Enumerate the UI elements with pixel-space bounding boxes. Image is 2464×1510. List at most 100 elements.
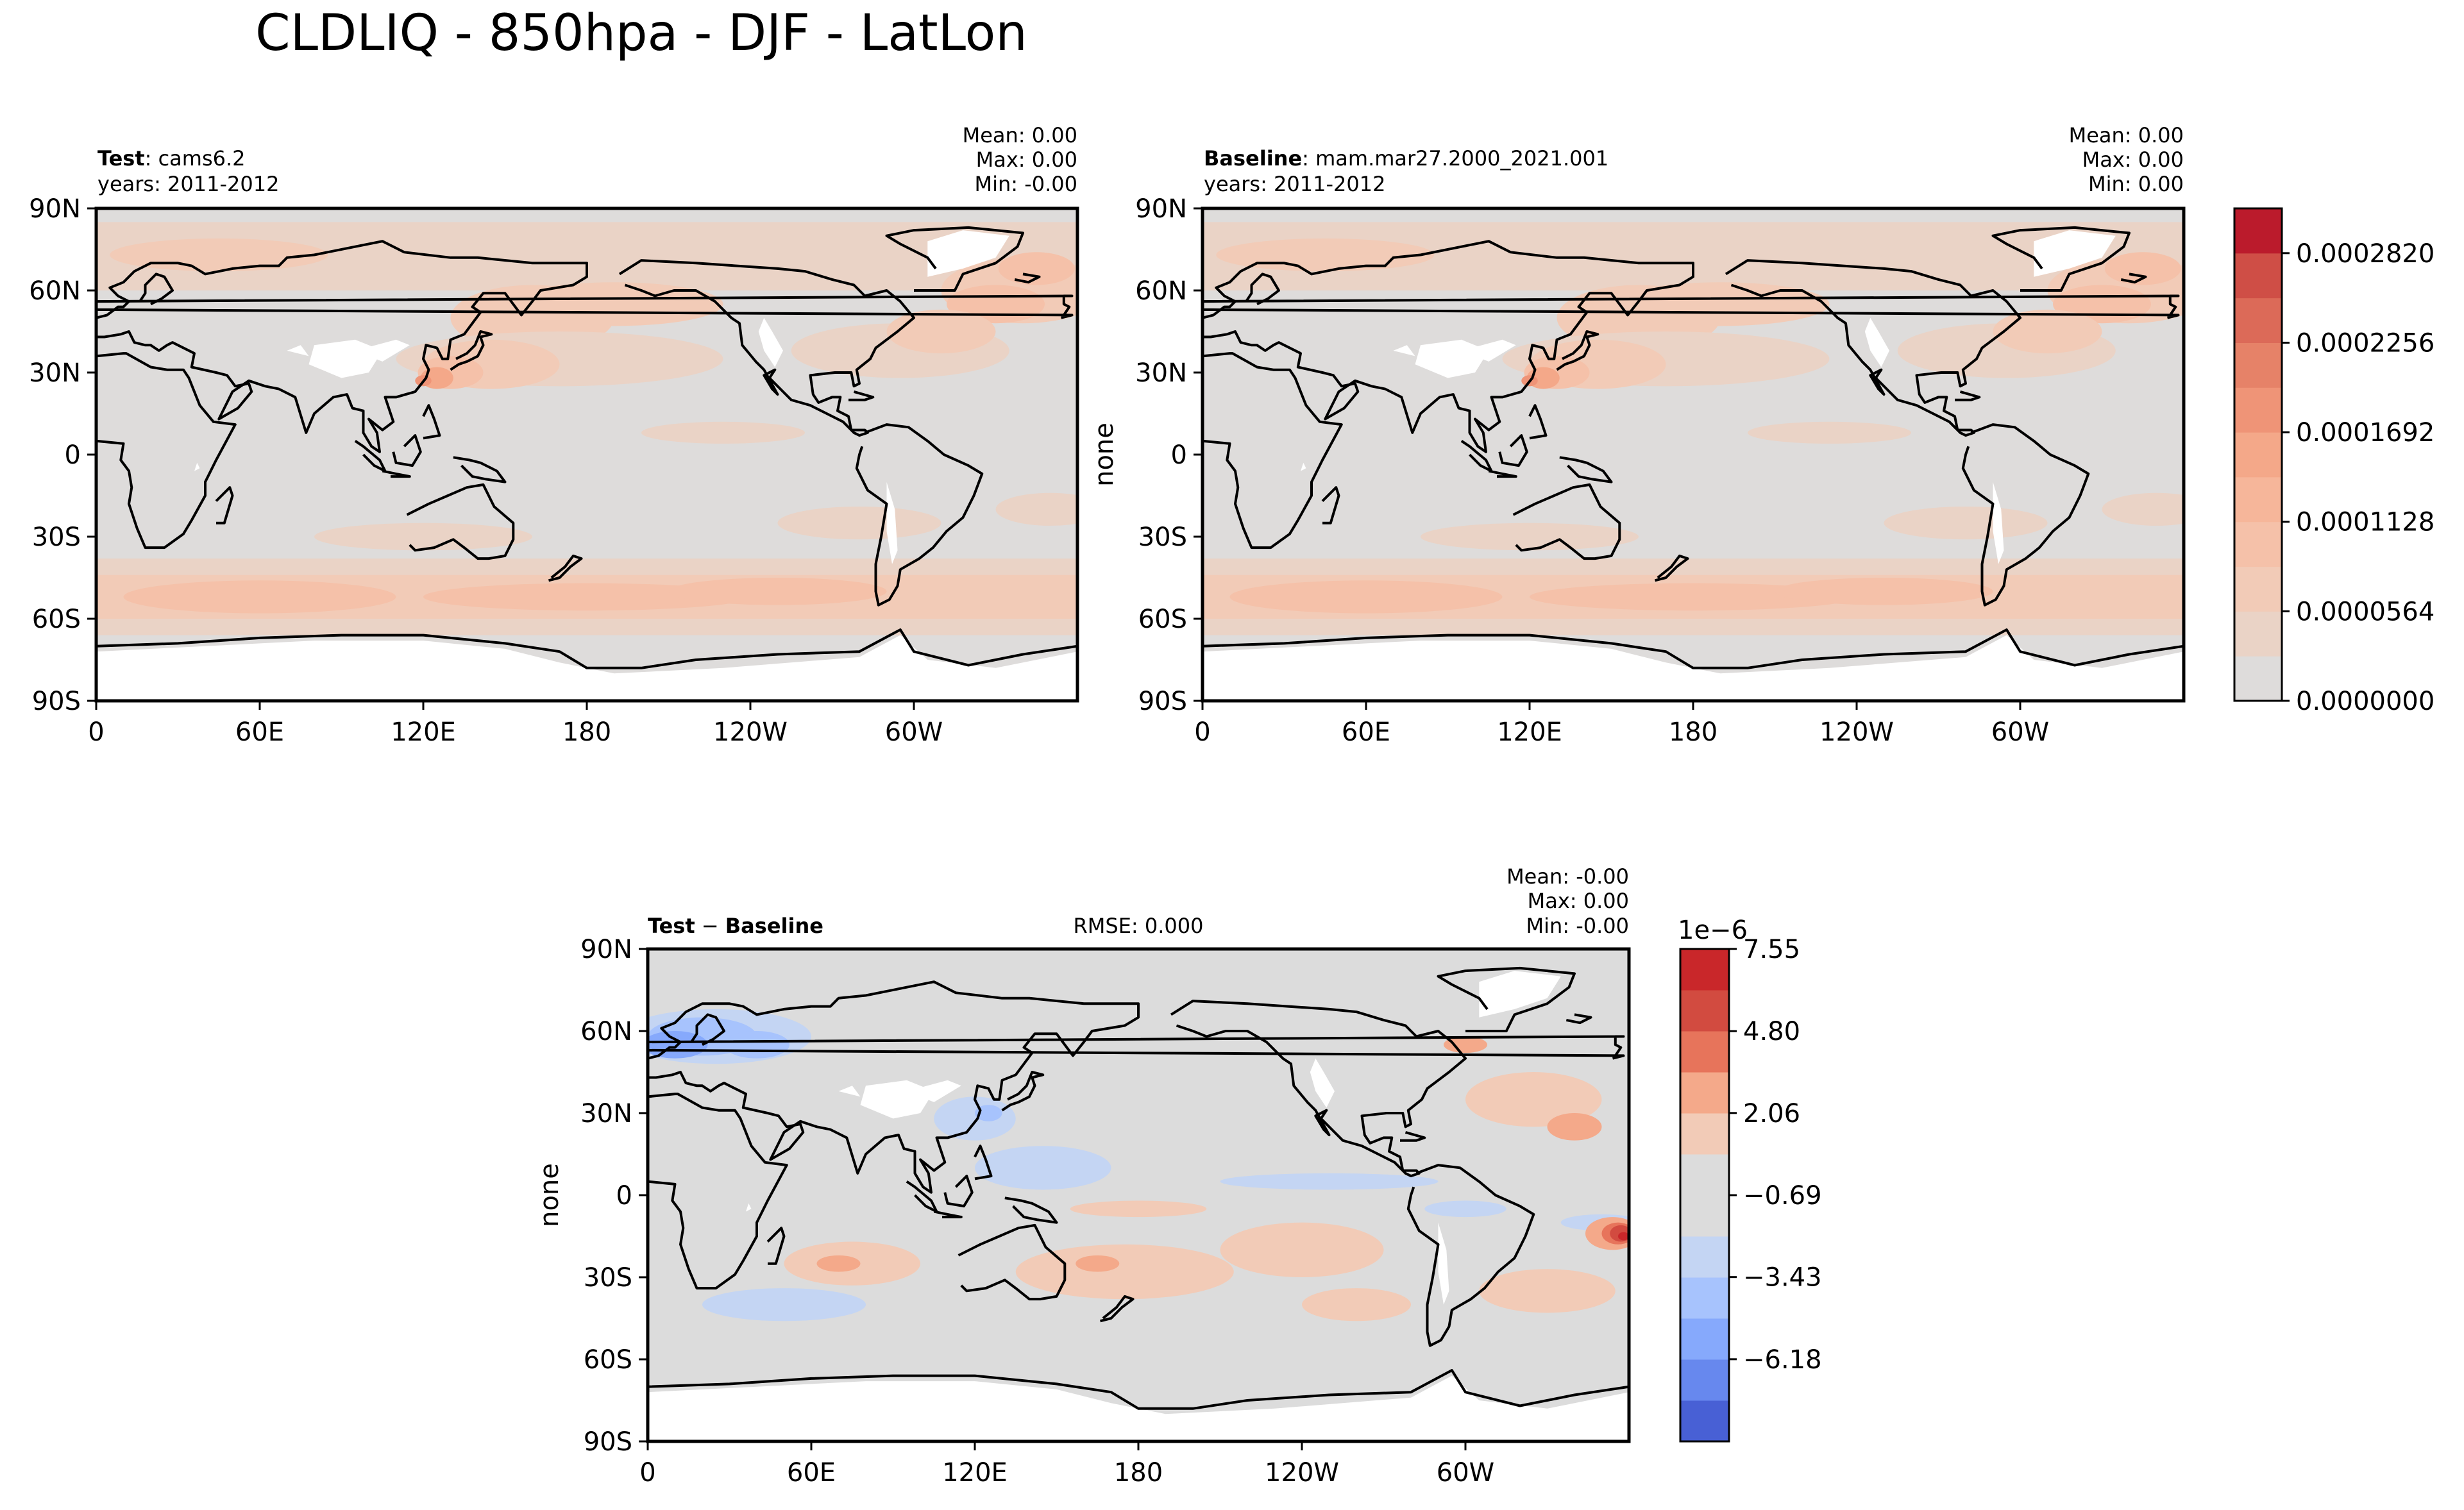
colorbar-tick-label: −6.18 [1743, 1345, 1822, 1375]
colorbar-segment [1680, 1113, 1729, 1155]
x-tick-label: 60W [1437, 1458, 1494, 1488]
coastline [1961, 423, 2090, 607]
x-tick-label: 120E [942, 1458, 1008, 1488]
coastline [1014, 273, 1041, 284]
coastline [906, 1180, 938, 1213]
figure-title: CLDLIQ - 850hpa - DJF - LatLon [255, 4, 1027, 62]
coastline [1321, 486, 1340, 524]
colorbar-segment [1680, 1277, 1729, 1319]
x-tick-label: 120E [1497, 717, 1562, 747]
y-tick-label: 60S [32, 605, 81, 634]
pos-anomaly-strong [1618, 1232, 1629, 1241]
mongolia-missing [1461, 339, 1516, 362]
coastline [1991, 226, 2131, 292]
x-tick-label: 180 [1114, 1458, 1163, 1488]
pos-anomaly [1015, 1244, 1234, 1300]
coastline [422, 404, 441, 440]
pamir-missing [838, 1086, 861, 1097]
coastline [1512, 483, 1621, 560]
neg-anomaly [648, 1031, 708, 1059]
coastline [1004, 1196, 1058, 1224]
coastline [1202, 352, 1343, 549]
coastline [1406, 1164, 1535, 1347]
coastline [354, 440, 387, 473]
y-tick-label: 0 [65, 440, 81, 470]
coastline [1559, 456, 1613, 483]
southern-ocean-peak [1775, 578, 1993, 605]
panel-test-axes: 0 60E 120E 180 120W 60W 90N 60N 30N 0 30S 60S 90S [29, 194, 1079, 747]
panel-diff-max: Max: 0.00 [1528, 889, 1629, 913]
x-tick-label: 0 [88, 717, 104, 747]
colorbar-segment [2234, 521, 2282, 567]
colorbar-segment [1680, 1072, 1729, 1114]
subtropic [314, 523, 532, 551]
panel-diff-label: Test − Baseline [648, 914, 823, 938]
y-tick-label: 90N [29, 194, 81, 224]
itcz [641, 421, 805, 444]
subtropic [995, 492, 1077, 526]
pos-anomaly [1479, 1269, 1616, 1313]
subtropic [1884, 507, 2048, 540]
colorbar-segment [1680, 990, 1729, 1032]
panel-diff-ylabel: none [535, 1163, 564, 1227]
rockies-missing [1864, 317, 1889, 367]
colorbar-tick-label: 0.0001692 [2296, 418, 2434, 448]
pos-anomaly [1302, 1288, 1411, 1321]
colorbar-segment [2234, 611, 2282, 657]
coastline [1202, 628, 2184, 669]
coastline [548, 554, 583, 582]
coastline [855, 423, 984, 607]
y-tick-label: 0 [616, 1181, 632, 1211]
neg-anomaly [724, 1031, 789, 1059]
panel-test-mean: Mean: 0.00 [963, 123, 1077, 147]
greenland-missing [1479, 971, 1561, 1018]
coastline [96, 294, 1074, 319]
colorbar-segment [1680, 1318, 1729, 1360]
coastline [958, 1223, 1067, 1301]
x-tick-label: 0 [639, 1458, 655, 1488]
y-tick-label: 90S [1138, 687, 1187, 716]
coastline [453, 456, 507, 483]
colorbar-segment [2234, 432, 2282, 478]
itcz [1748, 421, 1911, 444]
panel-test-label-text: : cams6.2 [145, 146, 246, 171]
coastline [1488, 469, 1517, 478]
coastline [1528, 404, 1548, 440]
x-tick-label: 120W [713, 717, 788, 747]
colorbar-segment [2234, 476, 2282, 523]
colorbar-tick-label: 4.80 [1743, 1017, 1800, 1046]
panel-diff-mean: Mean: -0.00 [1506, 864, 1629, 889]
coastline [943, 1175, 974, 1208]
x-tick-label: 60W [885, 717, 943, 747]
coastline [618, 259, 915, 437]
panel-baseline-years: years: 2011-2012 [1204, 172, 1385, 196]
panel-test-map [96, 208, 1077, 701]
colorbar-tick-label: 2.06 [1743, 1099, 1800, 1128]
colorbar-segment [2234, 387, 2282, 433]
coastline [648, 1369, 1629, 1410]
greenland-missing [927, 230, 1009, 277]
colorbar-segment [1680, 1359, 1729, 1401]
y-tick-label: 30S [32, 523, 81, 552]
neg-anomaly [934, 1096, 1016, 1141]
x-tick-label: 60W [1991, 717, 2049, 747]
y-tick-label: 30S [1138, 523, 1187, 552]
coastline [1565, 1013, 1592, 1025]
panel-test: Test: cams6.2 years: 2011-2012 Mean: 0.0… [29, 123, 1079, 747]
panel-baseline-min: Min: 0.00 [2088, 172, 2184, 196]
colorbar-frame [2233, 207, 2283, 702]
coastline [139, 273, 174, 306]
pos-anomaly [1465, 1072, 1602, 1127]
neg-anomaly [702, 1288, 866, 1321]
coastline [933, 1210, 963, 1219]
panel-test-min: Min: -0.00 [974, 172, 1077, 196]
x-tick-label: 60E [235, 717, 284, 747]
coastline [1460, 440, 1493, 473]
coastline [974, 1145, 993, 1180]
pos-anomaly [816, 1255, 861, 1272]
y-tick-label: 60N [580, 1017, 632, 1046]
neg-anomaly [975, 1105, 1002, 1121]
neg-anomaly [975, 1146, 1111, 1190]
